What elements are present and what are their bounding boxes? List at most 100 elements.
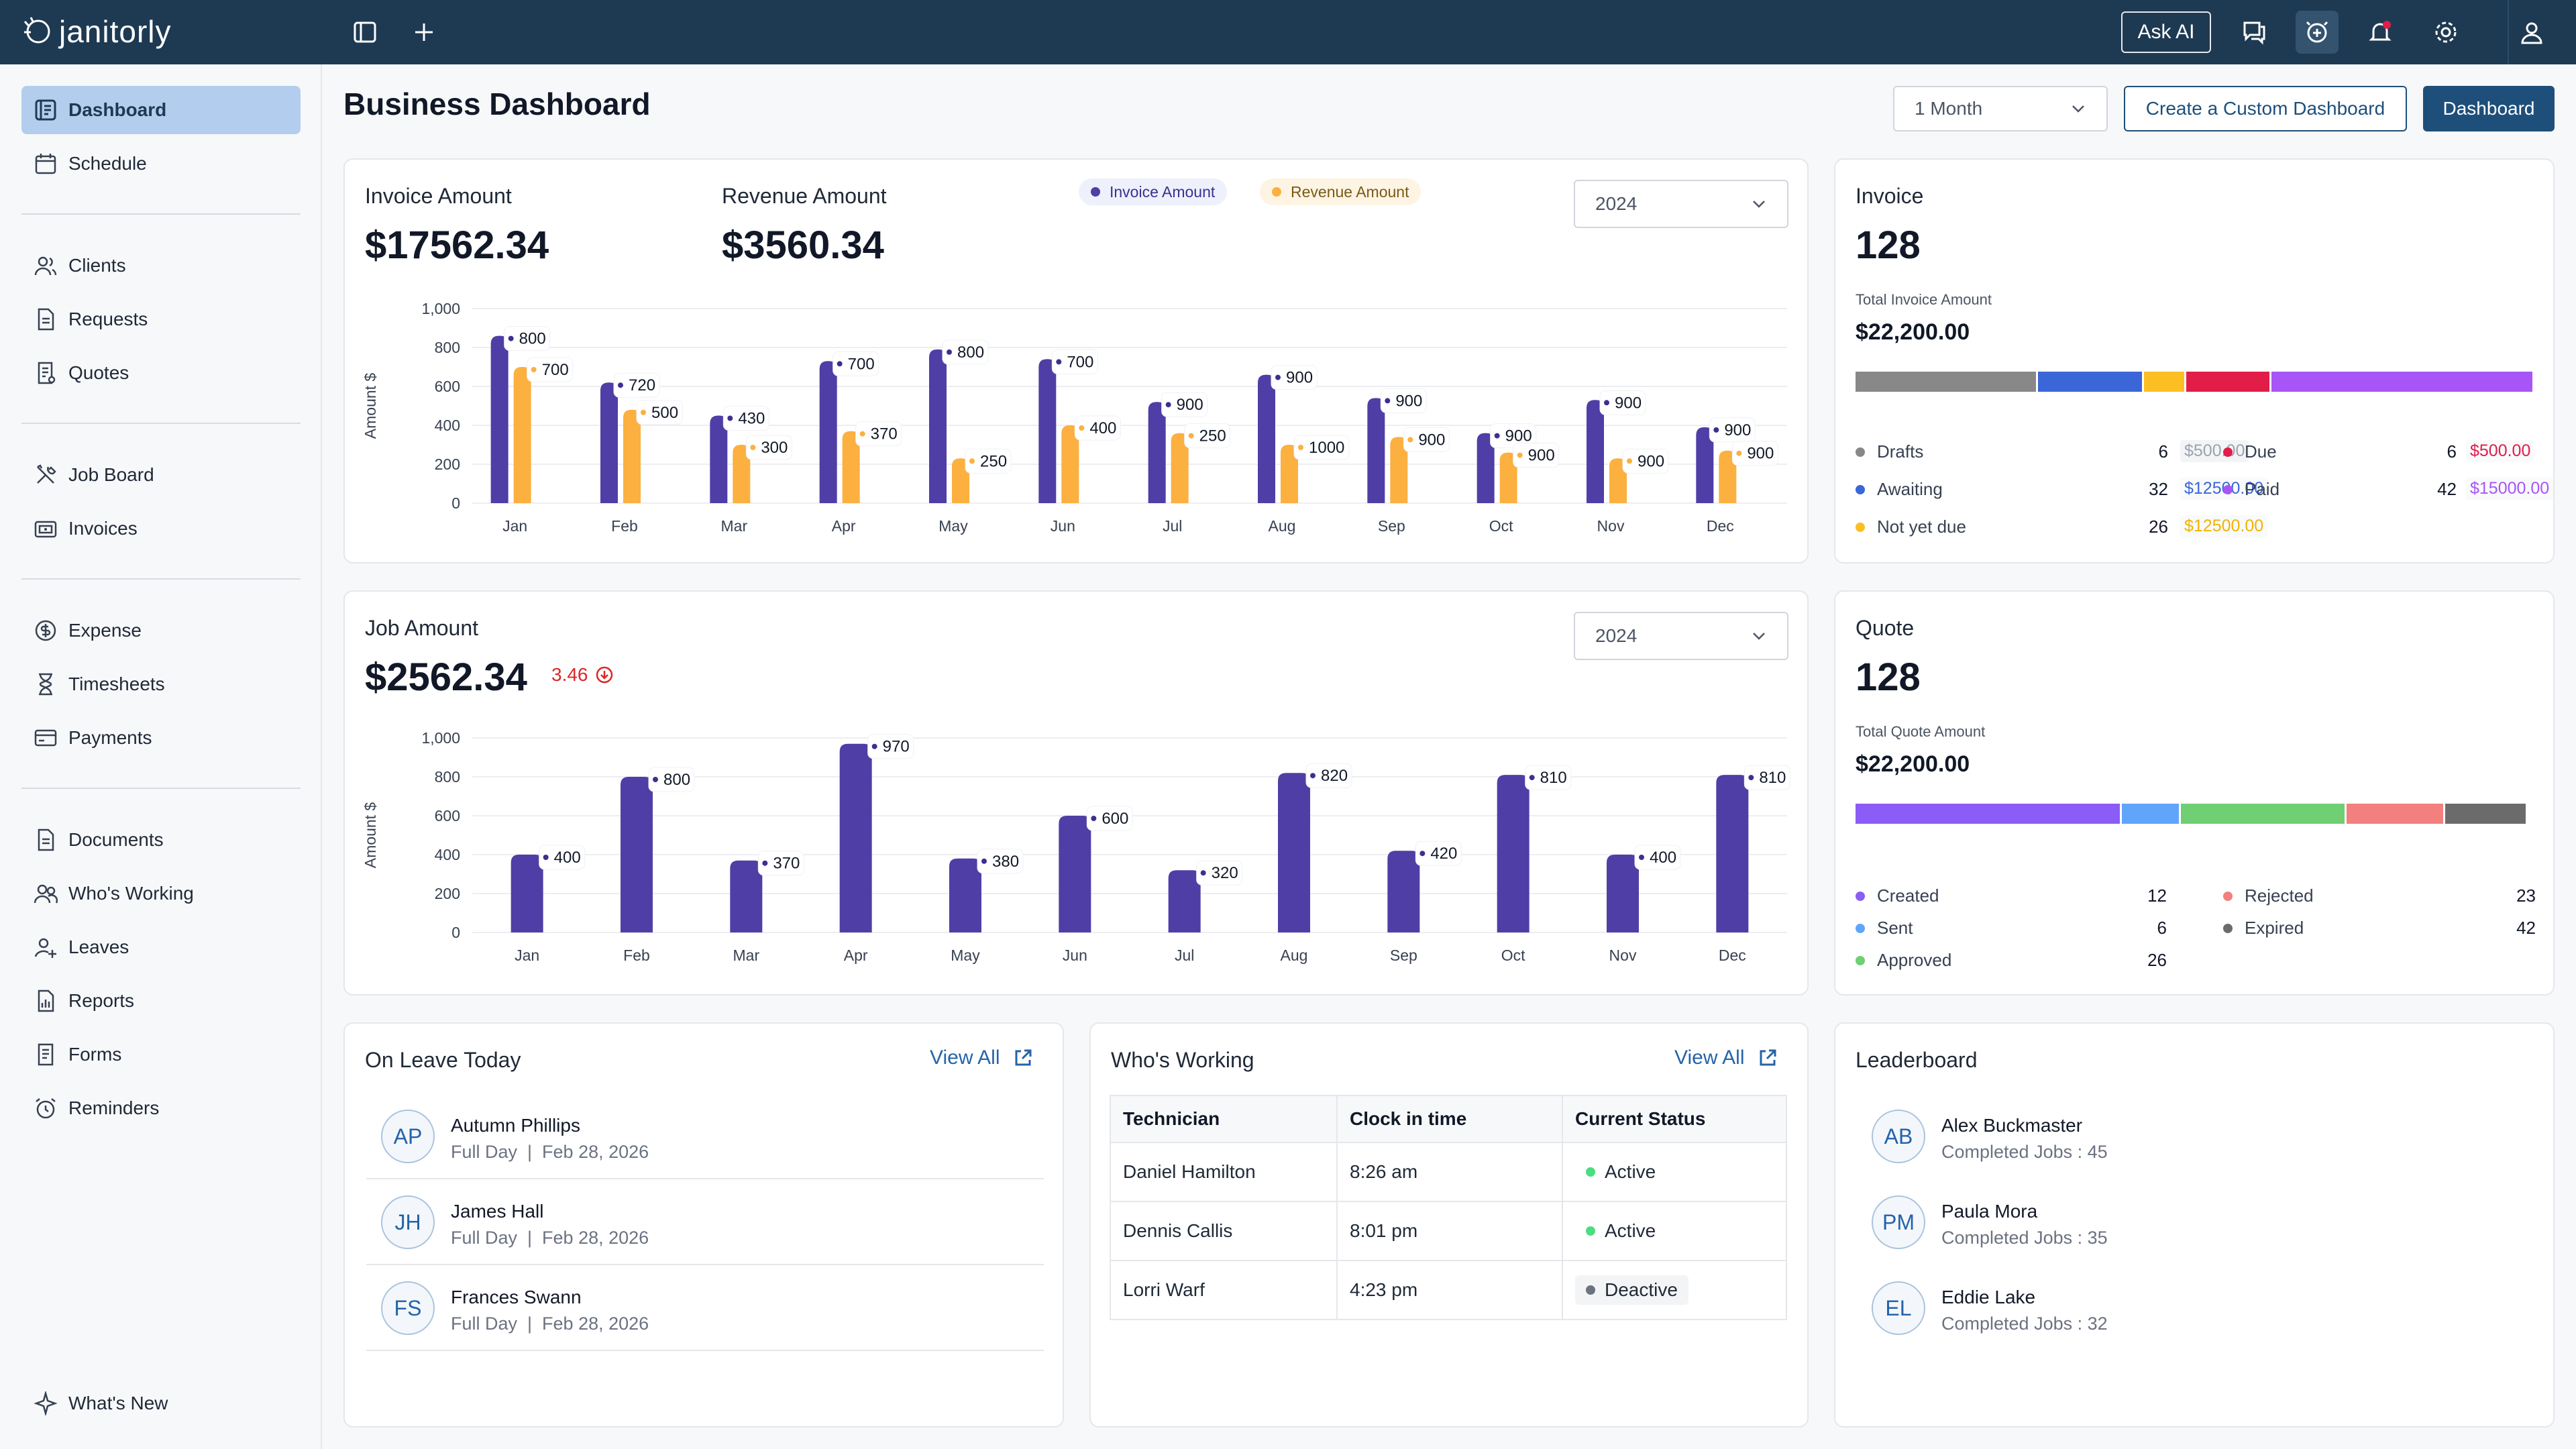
sidebar-item-who-s-working[interactable]: Who's Working	[21, 869, 301, 918]
form-icon	[38, 1043, 54, 1066]
invoice-year-select[interactable]: 2024	[1574, 180, 1788, 228]
person-name: Autumn Phillips	[451, 1115, 580, 1136]
bar[interactable]	[819, 361, 837, 503]
on-leave-list-item[interactable]: FS Frances Swann Full Day | Feb 28, 2026	[366, 1265, 1044, 1351]
status-label: Deactive	[1605, 1279, 1678, 1300]
legend-invoice-amount[interactable]: Invoice Amount	[1079, 178, 1228, 205]
data-label: 500	[651, 404, 678, 422]
sidebar-item-whats-new[interactable]: What's New	[21, 1379, 301, 1428]
data-label: 900	[1638, 452, 1664, 470]
bar[interactable]	[952, 458, 969, 503]
data-label-dot	[1517, 452, 1523, 458]
bar[interactable]	[730, 860, 763, 932]
sparkle-icon	[34, 1391, 58, 1415]
sidebar-item-timesheets[interactable]: Timesheets	[21, 660, 301, 708]
on-leave-view-all-link[interactable]: View All	[930, 1046, 1034, 1069]
bar[interactable]	[513, 367, 531, 503]
bar[interactable]	[1587, 400, 1604, 503]
total-quote-label: Total Quote Amount	[1856, 723, 1986, 740]
bar[interactable]	[949, 858, 981, 932]
ai-assistant-icon[interactable]	[2296, 11, 2339, 54]
bar[interactable]	[1719, 450, 1737, 503]
technician-cell: Dennis Callis	[1110, 1201, 1338, 1261]
bar[interactable]	[839, 743, 872, 932]
sidebar-item-schedule[interactable]: Schedule	[21, 140, 301, 188]
sidebar-item-clients[interactable]: Clients	[21, 241, 301, 290]
data-label: 250	[980, 452, 1007, 470]
bell-icon[interactable]	[2364, 16, 2396, 48]
sidebar-item-job-board[interactable]: Job Board	[21, 451, 301, 499]
bar[interactable]	[1499, 452, 1517, 503]
sidebar-item-payments[interactable]: Payments	[21, 714, 301, 762]
table-row[interactable]: Lorri Warf 4:23 pm Deactive	[1110, 1260, 1787, 1320]
quote-legend-item: Rejected	[2223, 885, 2314, 906]
bar[interactable]	[710, 415, 728, 503]
bar[interactable]	[1607, 855, 1639, 932]
bar[interactable]	[600, 382, 618, 503]
sidebar-item-forms[interactable]: Forms	[21, 1030, 301, 1079]
data-label-dot	[1079, 425, 1085, 431]
job-year-select[interactable]: 2024	[1574, 612, 1788, 660]
create-custom-dashboard-button[interactable]: Create a Custom Dashboard	[2124, 86, 2407, 131]
sidebar-item-expense[interactable]: Expense	[21, 606, 301, 655]
bar[interactable]	[1390, 437, 1408, 503]
status-bar-segment	[2038, 372, 2142, 392]
user-icon[interactable]	[2516, 16, 2548, 48]
bar[interactable]	[1258, 374, 1275, 503]
sidebar-item-reminders[interactable]: Reminders	[21, 1084, 301, 1132]
bar[interactable]	[1059, 816, 1091, 932]
bar[interactable]	[929, 349, 947, 503]
legend-revenue-amount[interactable]: Revenue Amount	[1260, 178, 1421, 205]
x-tick-label: Oct	[1501, 947, 1525, 964]
on-leave-list-item[interactable]: AP Autumn Phillips Full Day | Feb 28, 2026	[366, 1093, 1044, 1179]
sidebar-item-documents[interactable]: Documents	[21, 816, 301, 864]
job-year-value: 2024	[1595, 625, 1638, 646]
bar[interactable]	[1387, 851, 1420, 932]
bar[interactable]	[1281, 445, 1298, 503]
data-label-dot	[837, 361, 843, 367]
sidebar-item-leaves[interactable]: Leaves	[21, 923, 301, 971]
bar[interactable]	[1061, 425, 1079, 503]
janitorly-logo[interactable]: janitorly	[21, 13, 172, 50]
sidebar-item-quotes[interactable]: Quotes	[21, 349, 301, 397]
bar[interactable]	[733, 445, 751, 503]
leaderboard-list-item[interactable]: EL Eddie Lake Completed Jobs : 32	[1857, 1265, 2534, 1351]
table-row[interactable]: Daniel Hamilton 8:26 am Active	[1110, 1142, 1787, 1202]
bar[interactable]	[1609, 458, 1627, 503]
bar[interactable]	[1367, 398, 1385, 503]
data-label: 720	[629, 376, 655, 394]
ask-ai-button[interactable]: Ask AI	[2121, 11, 2211, 53]
sidebar-item-dashboard[interactable]: Dashboard	[21, 86, 301, 134]
sidebar-item-requests[interactable]: Requests	[21, 295, 301, 343]
leaderboard-list-item[interactable]: PM Paula Mora Completed Jobs : 35	[1857, 1179, 2534, 1265]
bar[interactable]	[1696, 427, 1714, 503]
sidebar-divider	[21, 423, 301, 424]
bar[interactable]	[511, 855, 543, 932]
bar[interactable]	[490, 335, 508, 503]
period-select[interactable]: 1 Month	[1893, 86, 2108, 131]
bar[interactable]	[1477, 433, 1495, 503]
on-leave-list-item[interactable]: JH James Hall Full Day | Feb 28, 2026	[366, 1179, 1044, 1265]
table-row[interactable]: Dennis Callis 8:01 pm Active	[1110, 1201, 1787, 1261]
bar[interactable]	[1278, 773, 1310, 932]
whos-working-view-all-link[interactable]: View All	[1674, 1046, 1778, 1069]
sidebar-toggle-icon[interactable]	[349, 16, 381, 48]
gear-icon[interactable]	[2430, 16, 2462, 48]
bar[interactable]	[621, 777, 653, 932]
sidebar-item-invoices[interactable]: Invoices	[21, 504, 301, 553]
bar[interactable]	[1168, 870, 1201, 932]
leaderboard-list-item[interactable]: AB Alex Buckmaster Completed Jobs : 45	[1857, 1093, 2534, 1179]
bar[interactable]	[1171, 433, 1189, 503]
plus-icon[interactable]	[408, 16, 440, 48]
bar[interactable]	[1038, 359, 1057, 503]
chat-icon[interactable]	[2238, 16, 2270, 48]
bar[interactable]	[623, 409, 641, 503]
bar[interactable]	[842, 431, 860, 503]
bar[interactable]	[1148, 402, 1166, 503]
data-label-chip	[1513, 443, 1560, 468]
person-name: Paula Mora	[1941, 1201, 2038, 1222]
bar[interactable]	[1497, 775, 1529, 932]
bar[interactable]	[1716, 775, 1749, 932]
sidebar-item-reports[interactable]: Reports	[21, 977, 301, 1025]
dashboard-button[interactable]: Dashboard	[2423, 86, 2555, 131]
